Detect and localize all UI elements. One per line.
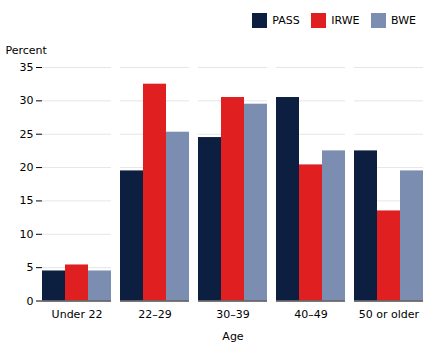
svg-text:50 or older: 50 or older	[359, 307, 420, 320]
html-text:IRWE: IRWE	[331, 14, 360, 27]
svg-text:35: 35	[20, 61, 34, 74]
svg-text:Age: Age	[222, 330, 244, 343]
svg-text:5: 5	[27, 261, 34, 274]
svg-text:Under 22: Under 22	[52, 307, 103, 320]
svg-text:10: 10	[20, 227, 34, 240]
svg-text:15: 15	[20, 194, 34, 207]
html-text:BWE: BWE	[391, 14, 416, 27]
svg-text:22–29: 22–29	[138, 307, 172, 320]
html-text:PASS: PASS	[272, 14, 300, 27]
svg-text:40–49: 40–49	[294, 307, 328, 320]
svg-text:25: 25	[20, 127, 34, 140]
svg-text:0: 0	[27, 294, 34, 307]
svg-text:30: 30	[20, 94, 34, 107]
svg-text:30–39: 30–39	[216, 307, 250, 320]
svg-text:Percent: Percent	[6, 44, 48, 57]
svg-text:20: 20	[20, 161, 34, 174]
